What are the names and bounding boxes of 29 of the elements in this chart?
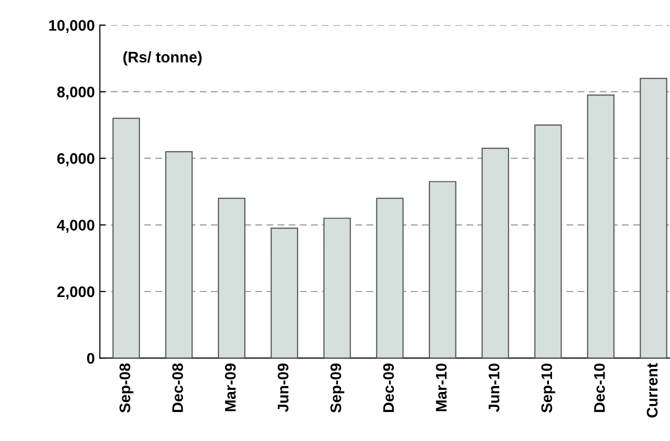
x-tick-label: Dec-09 bbox=[383, 364, 394, 412]
x-tick-label: Mar-10 bbox=[436, 364, 447, 412]
y-tick-label: 8,000 bbox=[57, 86, 94, 100]
x-tick-label: Jun-09 bbox=[278, 364, 288, 412]
bar bbox=[323, 218, 351, 358]
y-tick-label: 2,000 bbox=[57, 286, 94, 300]
bar bbox=[165, 151, 193, 358]
x-tick-label: Current bbox=[646, 363, 658, 418]
bar bbox=[376, 198, 404, 358]
x-tick-label: Dec-10 bbox=[594, 364, 605, 412]
y-tick-label: 10,000 bbox=[49, 20, 94, 34]
bar bbox=[587, 94, 615, 358]
annotation: (Rs/ tonne) bbox=[123, 51, 202, 66]
bar bbox=[112, 118, 140, 358]
y-tick-label: 4,000 bbox=[56, 220, 94, 233]
bar bbox=[270, 228, 298, 358]
bar bbox=[640, 78, 668, 358]
bar bbox=[534, 124, 562, 358]
x-tick-label: Jun-10 bbox=[488, 364, 500, 412]
y-tick-label: 6,000 bbox=[57, 153, 94, 166]
x-tick-label: Sep-08 bbox=[119, 363, 134, 413]
bar bbox=[218, 198, 246, 358]
x-tick-label: Dec-08 bbox=[172, 363, 184, 412]
x-tick-label: Mar-09 bbox=[224, 364, 236, 412]
bar bbox=[428, 181, 456, 358]
x-tick-label: Sep-10 bbox=[541, 364, 556, 413]
x-tick-label: Sep-09 bbox=[330, 364, 344, 413]
bar bbox=[482, 148, 510, 358]
y-tick-label: 0 bbox=[87, 352, 94, 364]
